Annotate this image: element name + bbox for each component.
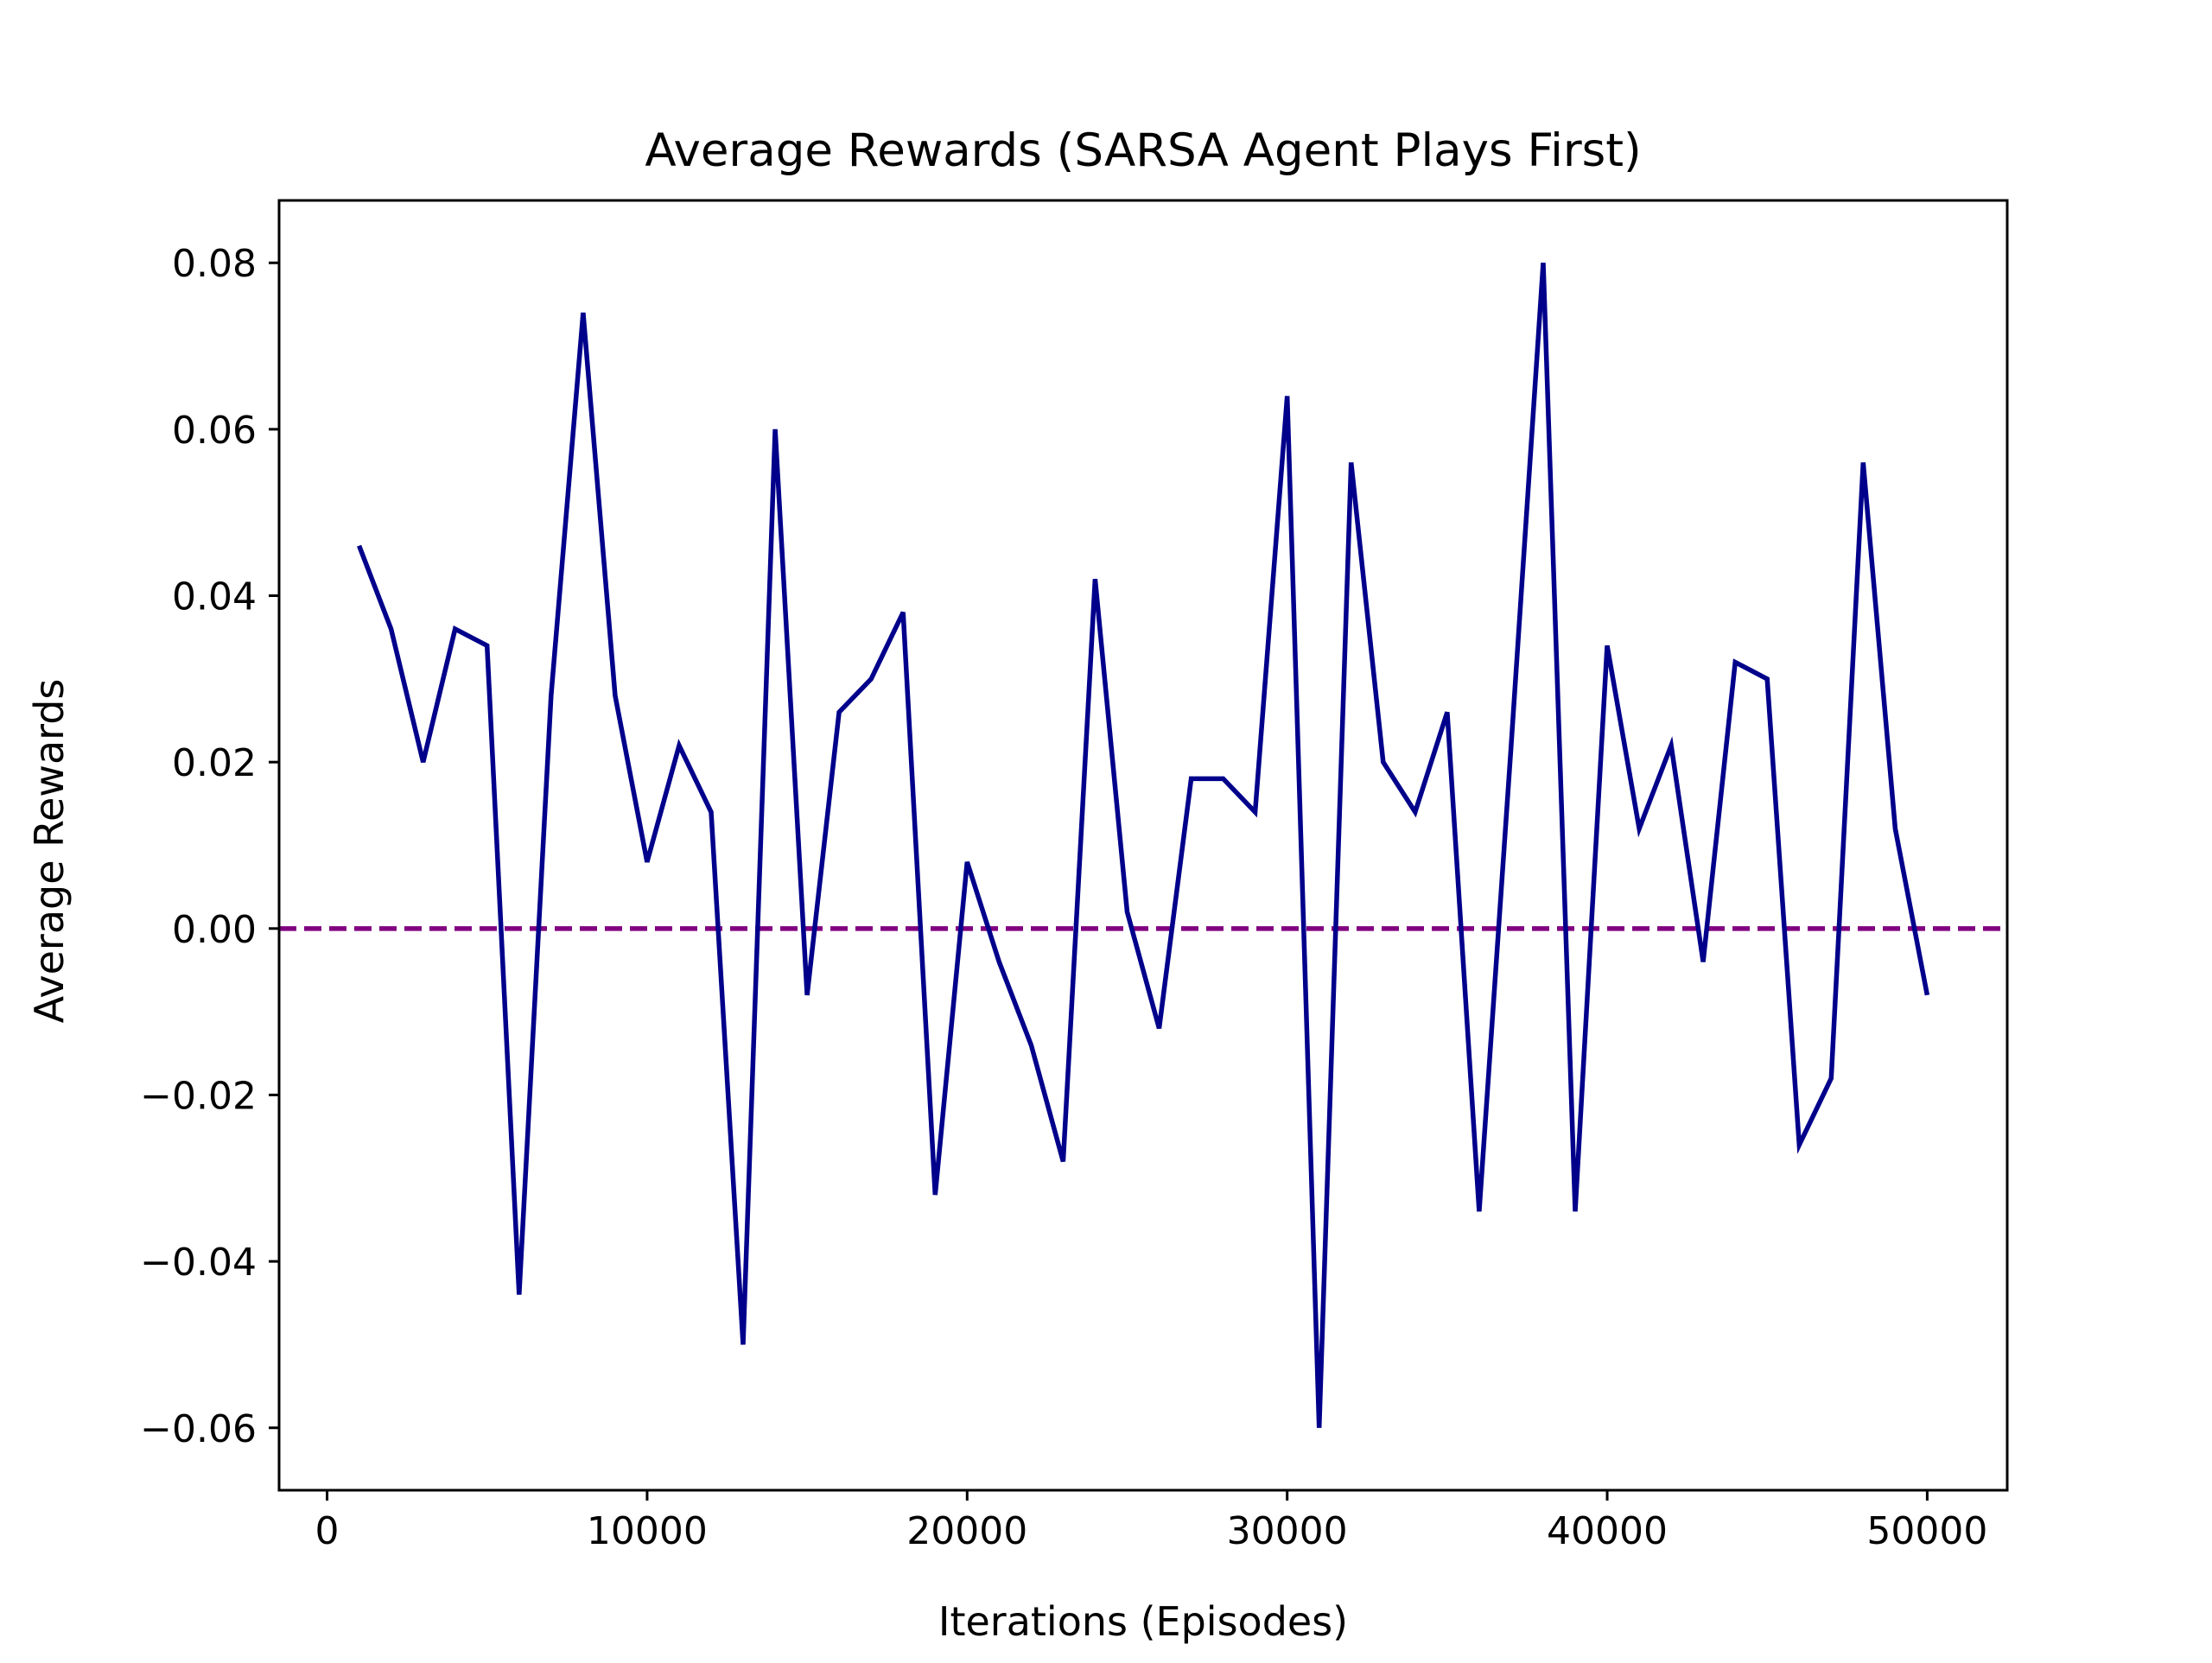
series-line-1: [357, 263, 1930, 1428]
x-tick-label: 0: [315, 1509, 340, 1553]
y-tick-label: 0.06: [172, 409, 257, 453]
tick-layer: 0 10000 20000 30000 40000 50000 −0.06 −0.04 −0.0…: [140, 242, 1987, 1553]
series-layer: [357, 263, 1930, 1428]
x-tick-label: 20000: [906, 1509, 1027, 1553]
y-tick-label: 0.02: [172, 741, 257, 785]
chart-title: Average Rewards (SARSA Agent Plays First…: [645, 124, 1641, 177]
y-tick-label: −0.06: [140, 1407, 257, 1451]
x-tick-label: 30000: [1227, 1509, 1348, 1553]
x-tick-label: 10000: [587, 1509, 708, 1553]
x-tick-label: 40000: [1547, 1509, 1668, 1553]
plot-frame: [277, 199, 2009, 1492]
y-tick-label: 0.00: [172, 908, 257, 952]
y-tick-label: 0.04: [172, 575, 257, 619]
y-tick-label: 0.08: [172, 242, 257, 286]
y-tick-label: −0.02: [140, 1074, 257, 1118]
y-axis-label: Average Rewards: [26, 679, 73, 1024]
x-tick-label: 50000: [1866, 1509, 1987, 1553]
y-tick-label: −0.04: [140, 1241, 257, 1285]
x-axis-label: Iterations (Episodes): [938, 1598, 1348, 1645]
